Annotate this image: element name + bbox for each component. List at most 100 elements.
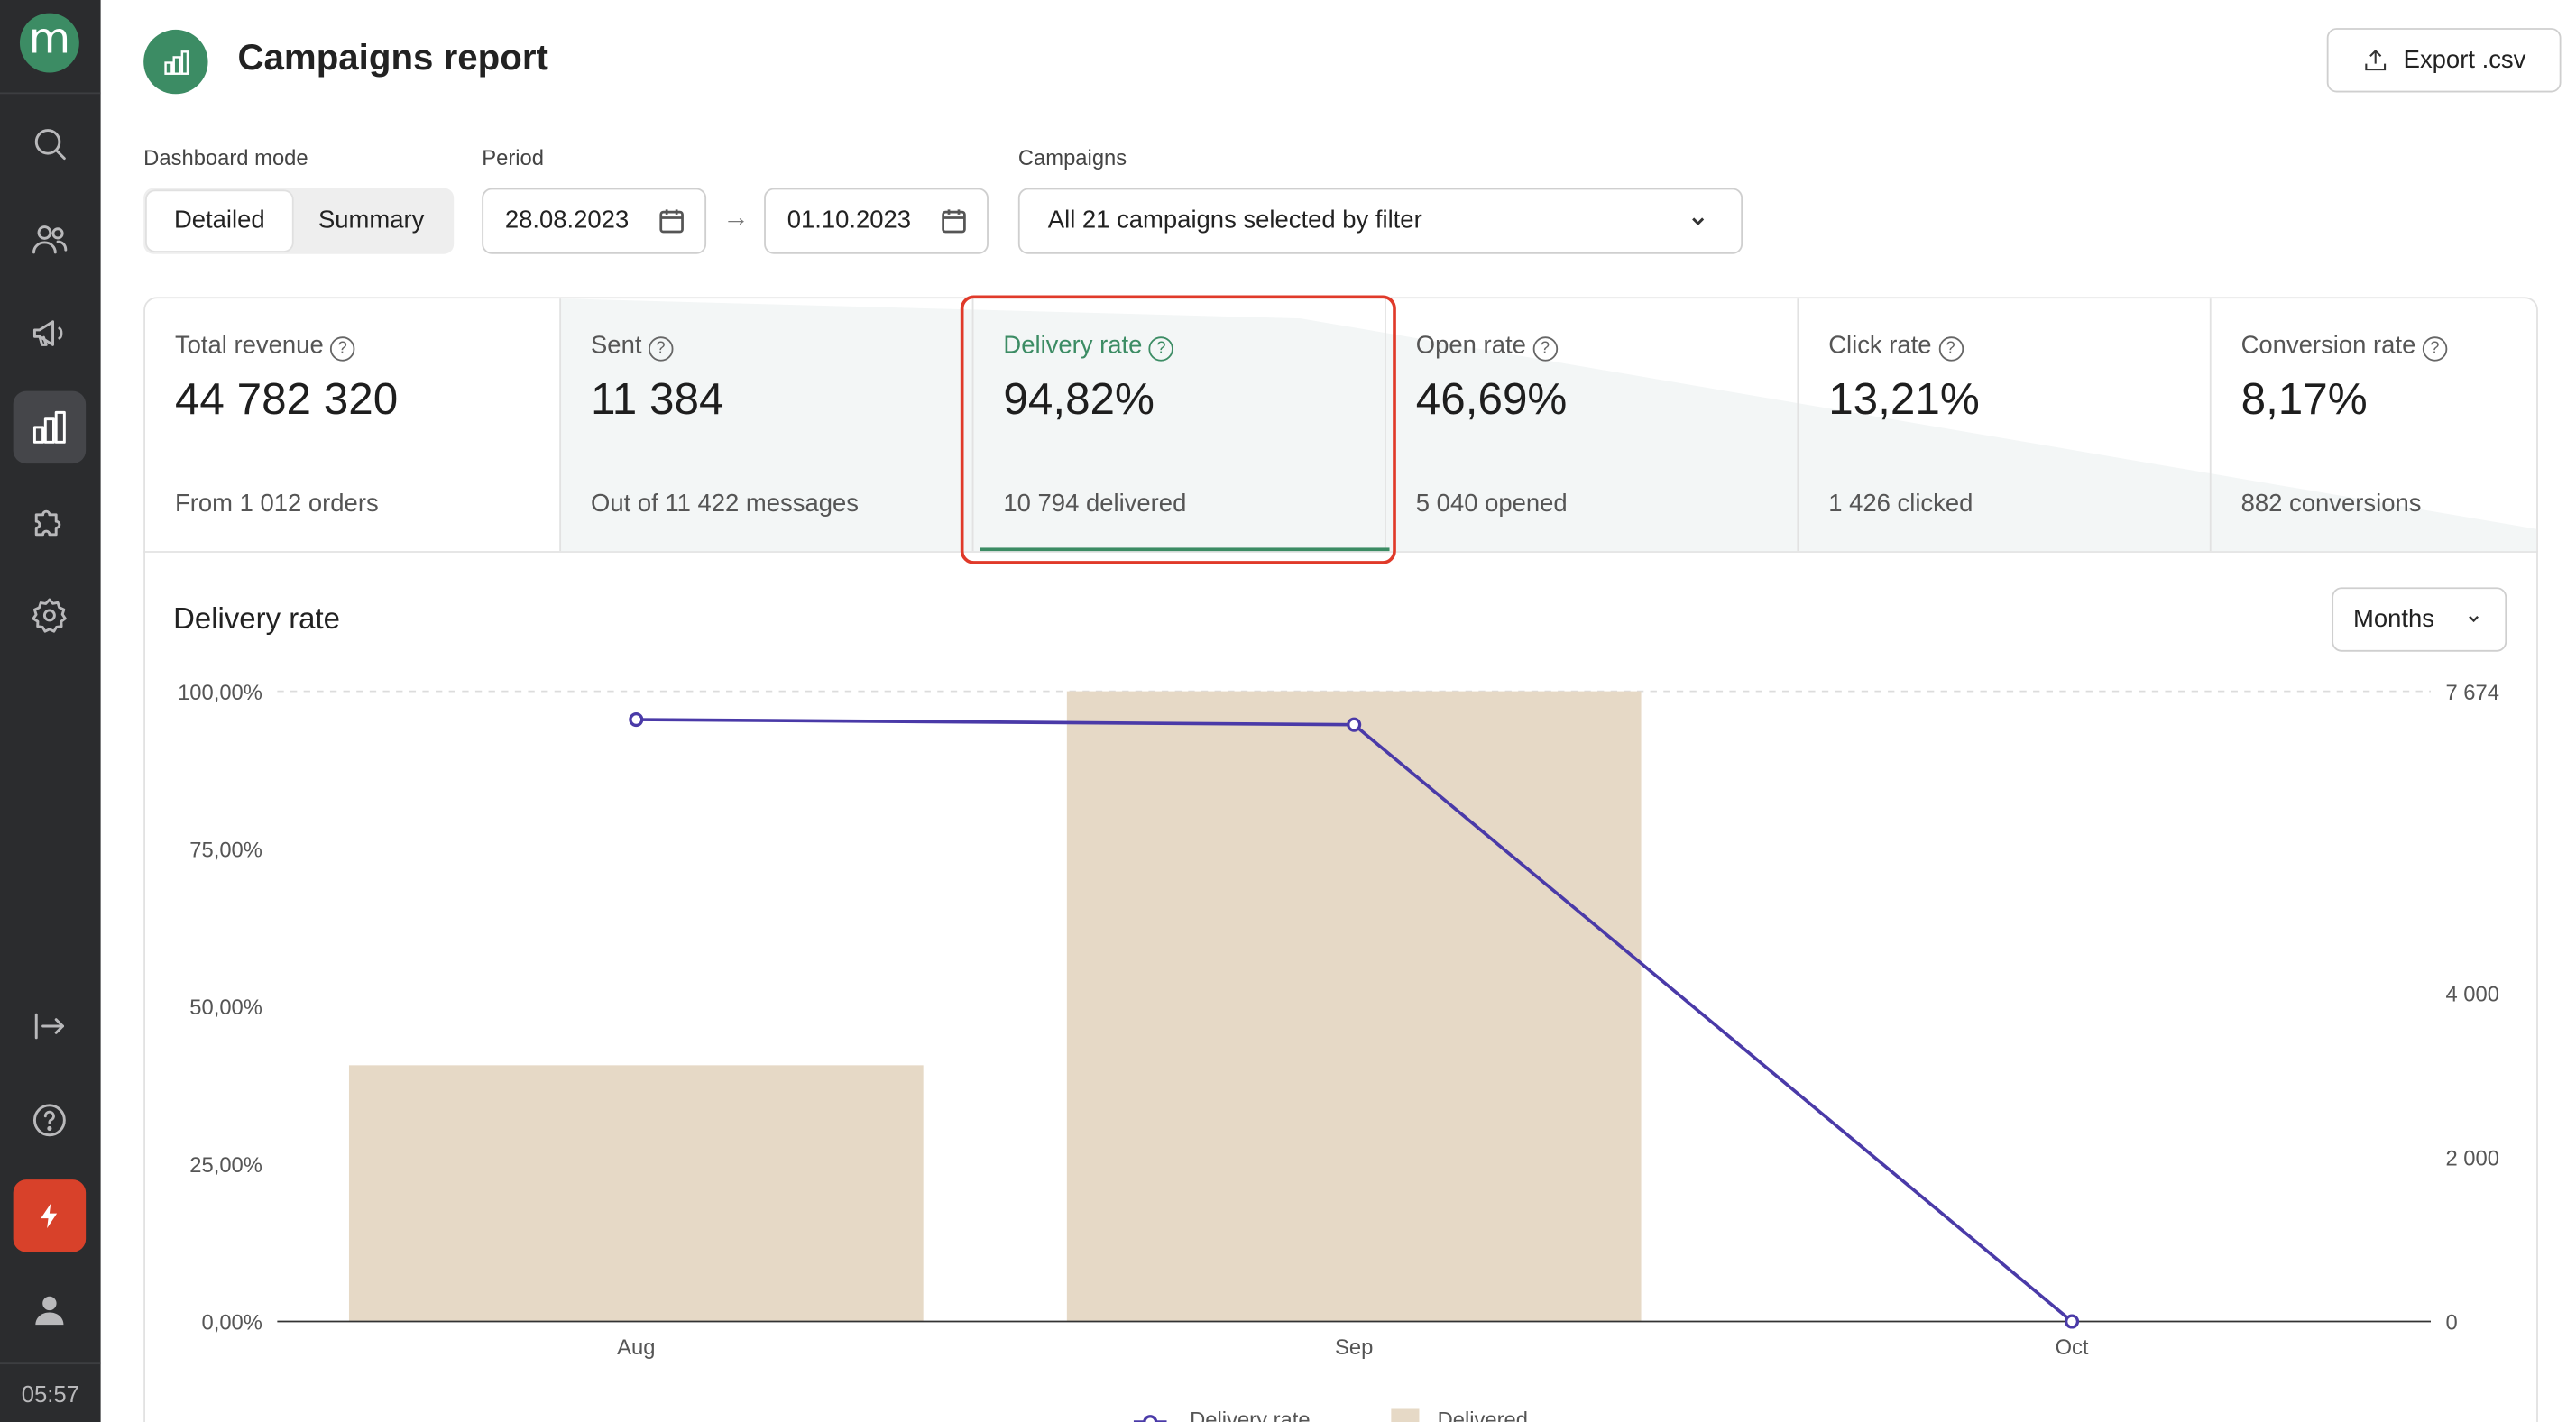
metrics-panel: Total revenue? 44 782 320 From 1 012 ord… <box>143 297 2538 553</box>
chart-panel <box>143 551 2538 1422</box>
metric-name: Total revenue <box>174 331 324 360</box>
funnel-background <box>559 298 2537 552</box>
y-right-tick-label: 0 <box>2445 1311 2457 1335</box>
y-right-tick-label: 7 674 <box>2445 681 2498 705</box>
y-left-tick-label: 0,00% <box>202 1311 262 1335</box>
help-icon[interactable]: ? <box>330 336 355 362</box>
calendar-icon <box>659 209 684 234</box>
mode-summary-option[interactable]: Summary <box>317 206 425 234</box>
bar-chart-icon <box>163 50 189 75</box>
metric-value: 13,21% <box>1828 374 1980 425</box>
metric-name: Open rate <box>1415 331 1526 360</box>
bar-delivered <box>348 1065 924 1322</box>
dashboard-mode-toggle: Detailed Summary <box>143 188 455 254</box>
help-icon[interactable]: ? <box>1532 336 1558 362</box>
y-right-tick-label: 4 000 <box>2445 982 2498 1006</box>
metric-value: 11 384 <box>590 374 724 425</box>
y-left-tick-label: 100,00% <box>178 681 262 705</box>
legend-line-marker <box>1143 1415 1158 1422</box>
metric-open-rate[interactable]: Open rate? 46,69% 5 040 opened <box>1386 298 1799 552</box>
delivery-rate-point <box>2065 1314 2080 1329</box>
x-tick-label: Sep <box>1335 1335 1373 1360</box>
sidebar-divider <box>0 92 101 95</box>
help-nav-button[interactable] <box>14 1084 87 1157</box>
metric-value: 94,82% <box>1003 374 1155 425</box>
metric-subtext: Out of 11 422 messages <box>590 490 859 518</box>
campaigns-select[interactable]: All 21 campaigns selected by filter <box>1017 188 1743 254</box>
users-icon <box>32 225 68 254</box>
granularity-select[interactable]: Months <box>2332 587 2507 652</box>
campaigns-label: Campaigns <box>1017 145 1127 170</box>
help-icon <box>32 1104 66 1137</box>
y-left-tick-label: 50,00% <box>189 995 262 1020</box>
period-end-value: 01.10.2023 <box>787 206 912 234</box>
chevron-down-icon <box>1692 217 1705 225</box>
metric-delivery-rate[interactable]: Delivery rate? 94,82% 10 794 delivered <box>973 298 1390 552</box>
metric-total-revenue[interactable]: Total revenue? 44 782 320 From 1 012 ord… <box>145 298 562 552</box>
integrations-nav-button[interactable] <box>14 485 87 558</box>
metric-subtext: 1 426 clicked <box>1828 490 1973 518</box>
calendar-icon <box>942 209 966 234</box>
delivery-rate-highlight-box <box>960 295 1396 564</box>
sidebar: m 05:57 <box>0 0 101 1422</box>
metric-sent[interactable]: Sent? 11 384 Out of 11 422 messages <box>561 298 974 552</box>
profile-nav-button[interactable] <box>14 1273 87 1346</box>
legend-label: Delivered <box>1438 1408 1528 1422</box>
metric-subtext: From 1 012 orders <box>174 490 379 518</box>
chart-title: Delivery rate <box>173 601 340 636</box>
sign-out-icon <box>34 1013 64 1040</box>
user-icon <box>35 1296 64 1326</box>
x-tick-label: Oct <box>2056 1335 2089 1360</box>
contacts-nav-button[interactable] <box>14 203 87 276</box>
x-tick-label: Aug <box>617 1335 655 1360</box>
period-start-date[interactable]: 28.08.2023 <box>482 188 707 254</box>
period-end-date[interactable]: 01.10.2023 <box>764 188 989 254</box>
bar-delivered <box>1066 691 1642 1322</box>
search-nav-button[interactable] <box>14 107 87 180</box>
export-csv-button[interactable]: Export .csv <box>2326 28 2562 93</box>
metric-name: Click rate <box>1828 331 1932 360</box>
delivery-rate-point <box>1347 717 1362 732</box>
help-icon[interactable]: ? <box>1937 336 1964 362</box>
chevron-down-icon <box>2469 615 2479 623</box>
date-range-arrow-icon: → <box>722 204 750 233</box>
y-left-tick-label: 25,00% <box>189 1153 262 1178</box>
page-title: Campaigns report <box>237 36 548 78</box>
help-icon[interactable]: ? <box>1148 336 1174 362</box>
y-right-tick-label: 2 000 <box>2445 1147 2498 1171</box>
metric-name: Delivery rate <box>1003 331 1143 360</box>
gear-icon <box>32 598 67 633</box>
mode-detailed-option[interactable]: Detailed <box>146 191 292 252</box>
campaigns-nav-button[interactable] <box>14 297 87 370</box>
metric-subtext: 10 794 delivered <box>1003 490 1187 518</box>
selected-metric-underline <box>980 547 1390 552</box>
upgrade-nav-button[interactable] <box>13 1179 87 1252</box>
reports-nav-button[interactable] <box>13 390 87 464</box>
lightning-icon <box>41 1203 58 1229</box>
metric-value: 44 782 320 <box>174 374 399 425</box>
help-icon[interactable]: ? <box>648 336 674 362</box>
metric-conversion-rate[interactable]: Conversion rate? 8,17% 882 conversions <box>2212 298 2536 551</box>
puzzle-icon <box>34 509 61 537</box>
help-icon[interactable]: ? <box>2422 336 2448 362</box>
y-left-tick-label: 75,00% <box>189 838 262 862</box>
campaigns-select-value: All 21 campaigns selected by filter <box>1047 206 1422 234</box>
metric-subtext: 882 conversions <box>2240 490 2422 518</box>
period-start-value: 28.08.2023 <box>504 206 630 234</box>
report-title-icon <box>143 29 208 95</box>
bar-chart-icon <box>32 410 66 444</box>
metric-name: Conversion rate <box>2240 331 2416 360</box>
metric-click-rate[interactable]: Click rate? 13,21% 1 426 clicked <box>1799 298 2212 552</box>
settings-nav-button[interactable] <box>14 579 87 652</box>
granularity-value: Months <box>2353 605 2435 634</box>
search-icon <box>34 129 66 161</box>
period-label: Period <box>482 145 544 170</box>
logout-nav-button[interactable] <box>14 990 87 1063</box>
upload-icon <box>2366 49 2387 71</box>
metric-value: 46,69% <box>1415 374 1568 425</box>
dashboard-mode-label: Dashboard mode <box>143 145 308 170</box>
app-logo[interactable]: m <box>19 13 79 73</box>
clock-time: 05:57 <box>0 1362 101 1422</box>
